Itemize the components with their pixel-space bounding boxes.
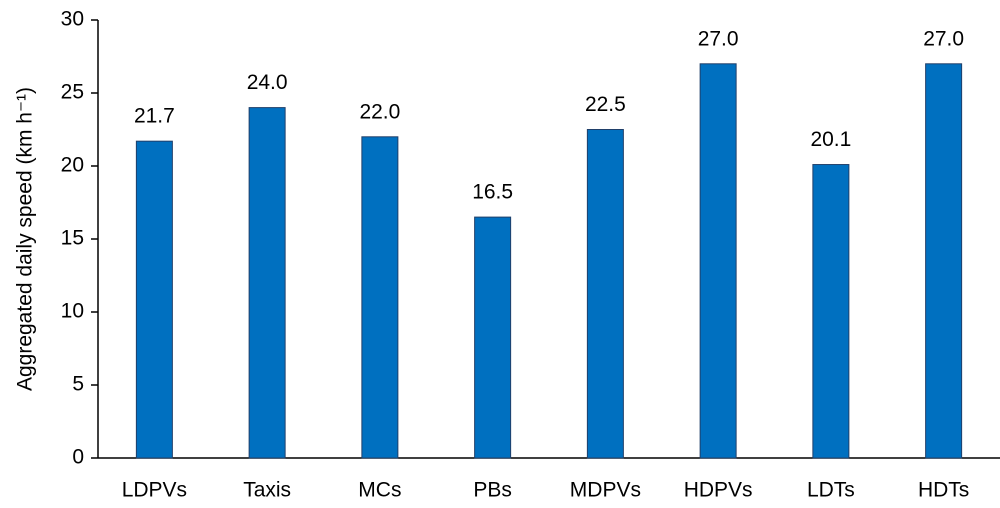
bar bbox=[474, 216, 512, 459]
y-tick-label: 10 bbox=[61, 300, 84, 323]
bar bbox=[586, 129, 624, 459]
x-tick-label: MDPVs bbox=[570, 479, 641, 502]
bar bbox=[699, 63, 737, 459]
x-tick-label: Taxis bbox=[243, 479, 291, 502]
bar bbox=[248, 107, 286, 459]
bar bbox=[812, 164, 850, 459]
value-label: 20.1 bbox=[810, 128, 851, 151]
bar bbox=[135, 140, 173, 459]
x-tick-label: HDPVs bbox=[684, 479, 753, 502]
y-tick-label: 15 bbox=[61, 227, 84, 250]
x-tick-label: LDTs bbox=[807, 479, 855, 502]
bar bbox=[925, 63, 963, 459]
value-label: 22.0 bbox=[359, 100, 400, 123]
y-axis-label: Aggregated daily speed (km h⁻¹) bbox=[14, 87, 37, 391]
bar bbox=[361, 136, 399, 459]
y-tick-label: 0 bbox=[72, 446, 84, 469]
x-tick-label: PBs bbox=[473, 479, 512, 502]
value-label: 27.0 bbox=[923, 27, 964, 50]
x-tick-label: HDTs bbox=[918, 479, 969, 502]
value-label: 22.5 bbox=[585, 93, 626, 116]
y-tick-label: 30 bbox=[61, 8, 84, 31]
value-label: 24.0 bbox=[247, 71, 288, 94]
y-tick-label: 25 bbox=[61, 81, 84, 104]
y-tick-label: 5 bbox=[72, 373, 84, 396]
x-tick-label: LDPVs bbox=[122, 479, 187, 502]
x-tick-label: MCs bbox=[358, 479, 401, 502]
y-tick-label: 20 bbox=[61, 154, 84, 177]
value-label: 21.7 bbox=[134, 105, 175, 128]
value-label: 16.5 bbox=[472, 181, 513, 204]
value-label: 27.0 bbox=[698, 27, 739, 50]
